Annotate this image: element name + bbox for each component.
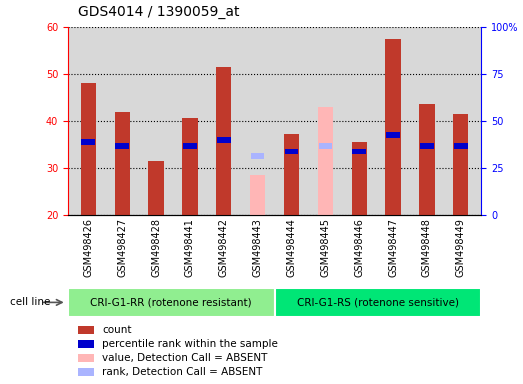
Text: GDS4014 / 1390059_at: GDS4014 / 1390059_at — [78, 5, 240, 19]
Bar — [250, 175, 265, 215]
Bar — [285, 149, 298, 154]
Bar — [275, 288, 481, 317]
Text: cell line: cell line — [10, 297, 51, 308]
Bar — [284, 134, 299, 215]
Bar — [82, 139, 95, 145]
Text: CRI-G1-RR (rotenone resistant): CRI-G1-RR (rotenone resistant) — [90, 297, 252, 308]
Bar — [115, 112, 130, 215]
Bar — [115, 143, 129, 149]
Bar — [319, 143, 332, 149]
Bar — [183, 118, 198, 215]
Bar — [149, 161, 164, 215]
Bar — [78, 368, 94, 376]
Bar — [385, 39, 401, 215]
Bar — [81, 83, 96, 215]
Text: percentile rank within the sample: percentile rank within the sample — [102, 339, 278, 349]
Bar — [216, 67, 231, 215]
Bar — [454, 143, 468, 149]
Bar — [78, 340, 94, 348]
Bar — [353, 149, 366, 154]
Text: CRI-G1-RS (rotenone sensitive): CRI-G1-RS (rotenone sensitive) — [297, 297, 459, 308]
Bar — [68, 288, 275, 317]
Text: count: count — [102, 325, 131, 335]
Bar — [420, 143, 434, 149]
Bar — [386, 132, 400, 138]
Bar — [217, 137, 231, 142]
Bar — [351, 142, 367, 215]
Bar — [318, 107, 333, 215]
Bar — [183, 143, 197, 149]
Bar — [78, 326, 94, 334]
Bar — [453, 114, 469, 215]
Text: value, Detection Call = ABSENT: value, Detection Call = ABSENT — [102, 353, 267, 363]
Bar — [419, 104, 435, 215]
Bar — [319, 143, 332, 149]
Bar — [78, 354, 94, 362]
Text: rank, Detection Call = ABSENT: rank, Detection Call = ABSENT — [102, 367, 263, 377]
Bar — [251, 154, 265, 159]
